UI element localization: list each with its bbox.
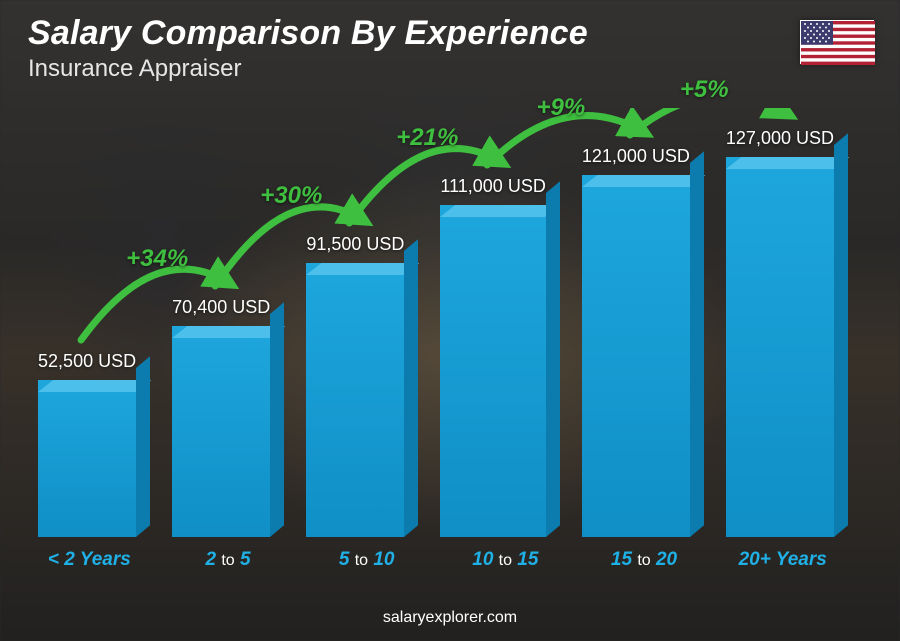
page-subtitle: Insurance Appraiser: [28, 55, 780, 83]
bar-front-face: [582, 175, 690, 537]
x-axis-label: 15 to 20: [593, 549, 696, 571]
bar-shape: [582, 175, 690, 537]
increase-label: +21%: [396, 124, 458, 152]
bar-value-label: 111,000 USD: [440, 176, 545, 197]
bar-top-face: [172, 326, 285, 338]
flag-icon: [800, 20, 874, 64]
bar-side-face: [834, 133, 848, 537]
increase-label: +9%: [536, 94, 585, 122]
bar-front-face: [726, 157, 834, 537]
bar-side-face: [546, 181, 560, 537]
x-axis-labels: < 2 Years 2 to 5 5 to 10 10 to 15 15 to 20 20…: [30, 549, 842, 571]
bar-value-label: 121,000 USD: [582, 146, 690, 167]
bar-shape: [38, 380, 136, 537]
bar-shape: [306, 263, 404, 537]
bar-front-face: [306, 263, 404, 537]
bar-front-face: [172, 326, 270, 537]
bar-top-face: [582, 175, 705, 187]
bar-side-face: [404, 239, 418, 537]
bar-side-face: [690, 151, 704, 537]
increase-label: +34%: [126, 245, 188, 273]
bar-2: 91,500 USD: [306, 234, 404, 537]
bar-top-face: [38, 380, 151, 392]
bar-top-face: [726, 157, 849, 169]
bar-value-label: 127,000 USD: [726, 128, 834, 149]
bars-container: 52,500 USD 70,400 USD 91,500 USD 111,000 US…: [30, 108, 842, 537]
footer-credit: salaryexplorer.com: [0, 609, 900, 627]
bar-1: 70,400 USD: [172, 297, 270, 537]
bar-front-face: [440, 205, 545, 537]
bar-side-face: [136, 356, 150, 537]
bar-shape: [726, 157, 834, 537]
page-title: Salary Comparison By Experience: [28, 14, 780, 53]
bar-5: 127,000 USD: [726, 128, 834, 537]
bar-top-face: [306, 263, 419, 275]
bar-side-face: [270, 302, 284, 537]
bar-3: 111,000 USD: [440, 176, 545, 537]
bar-shape: [440, 205, 545, 537]
bar-value-label: 91,500 USD: [306, 234, 404, 255]
bar-value-label: 52,500 USD: [38, 351, 136, 372]
increase-label: +5%: [680, 76, 729, 104]
bar-top-face: [440, 205, 561, 217]
bar-front-face: [38, 380, 136, 537]
increase-label: +30%: [260, 182, 322, 210]
bar-value-label: 70,400 USD: [172, 297, 270, 318]
x-axis-label: < 2 Years: [38, 549, 141, 571]
bar-0: 52,500 USD: [38, 351, 136, 537]
x-axis-label: 10 to 15: [454, 549, 557, 571]
header: Salary Comparison By Experience Insuranc…: [28, 14, 780, 83]
x-axis-label: 20+ Years: [731, 549, 834, 571]
bar-shape: [172, 326, 270, 537]
x-axis-label: 2 to 5: [177, 549, 280, 571]
bar-4: 121,000 USD: [582, 146, 690, 537]
salary-bar-chart: 52,500 USD 70,400 USD 91,500 USD 111,000 US…: [30, 108, 842, 571]
x-axis-label: 5 to 10: [315, 549, 418, 571]
